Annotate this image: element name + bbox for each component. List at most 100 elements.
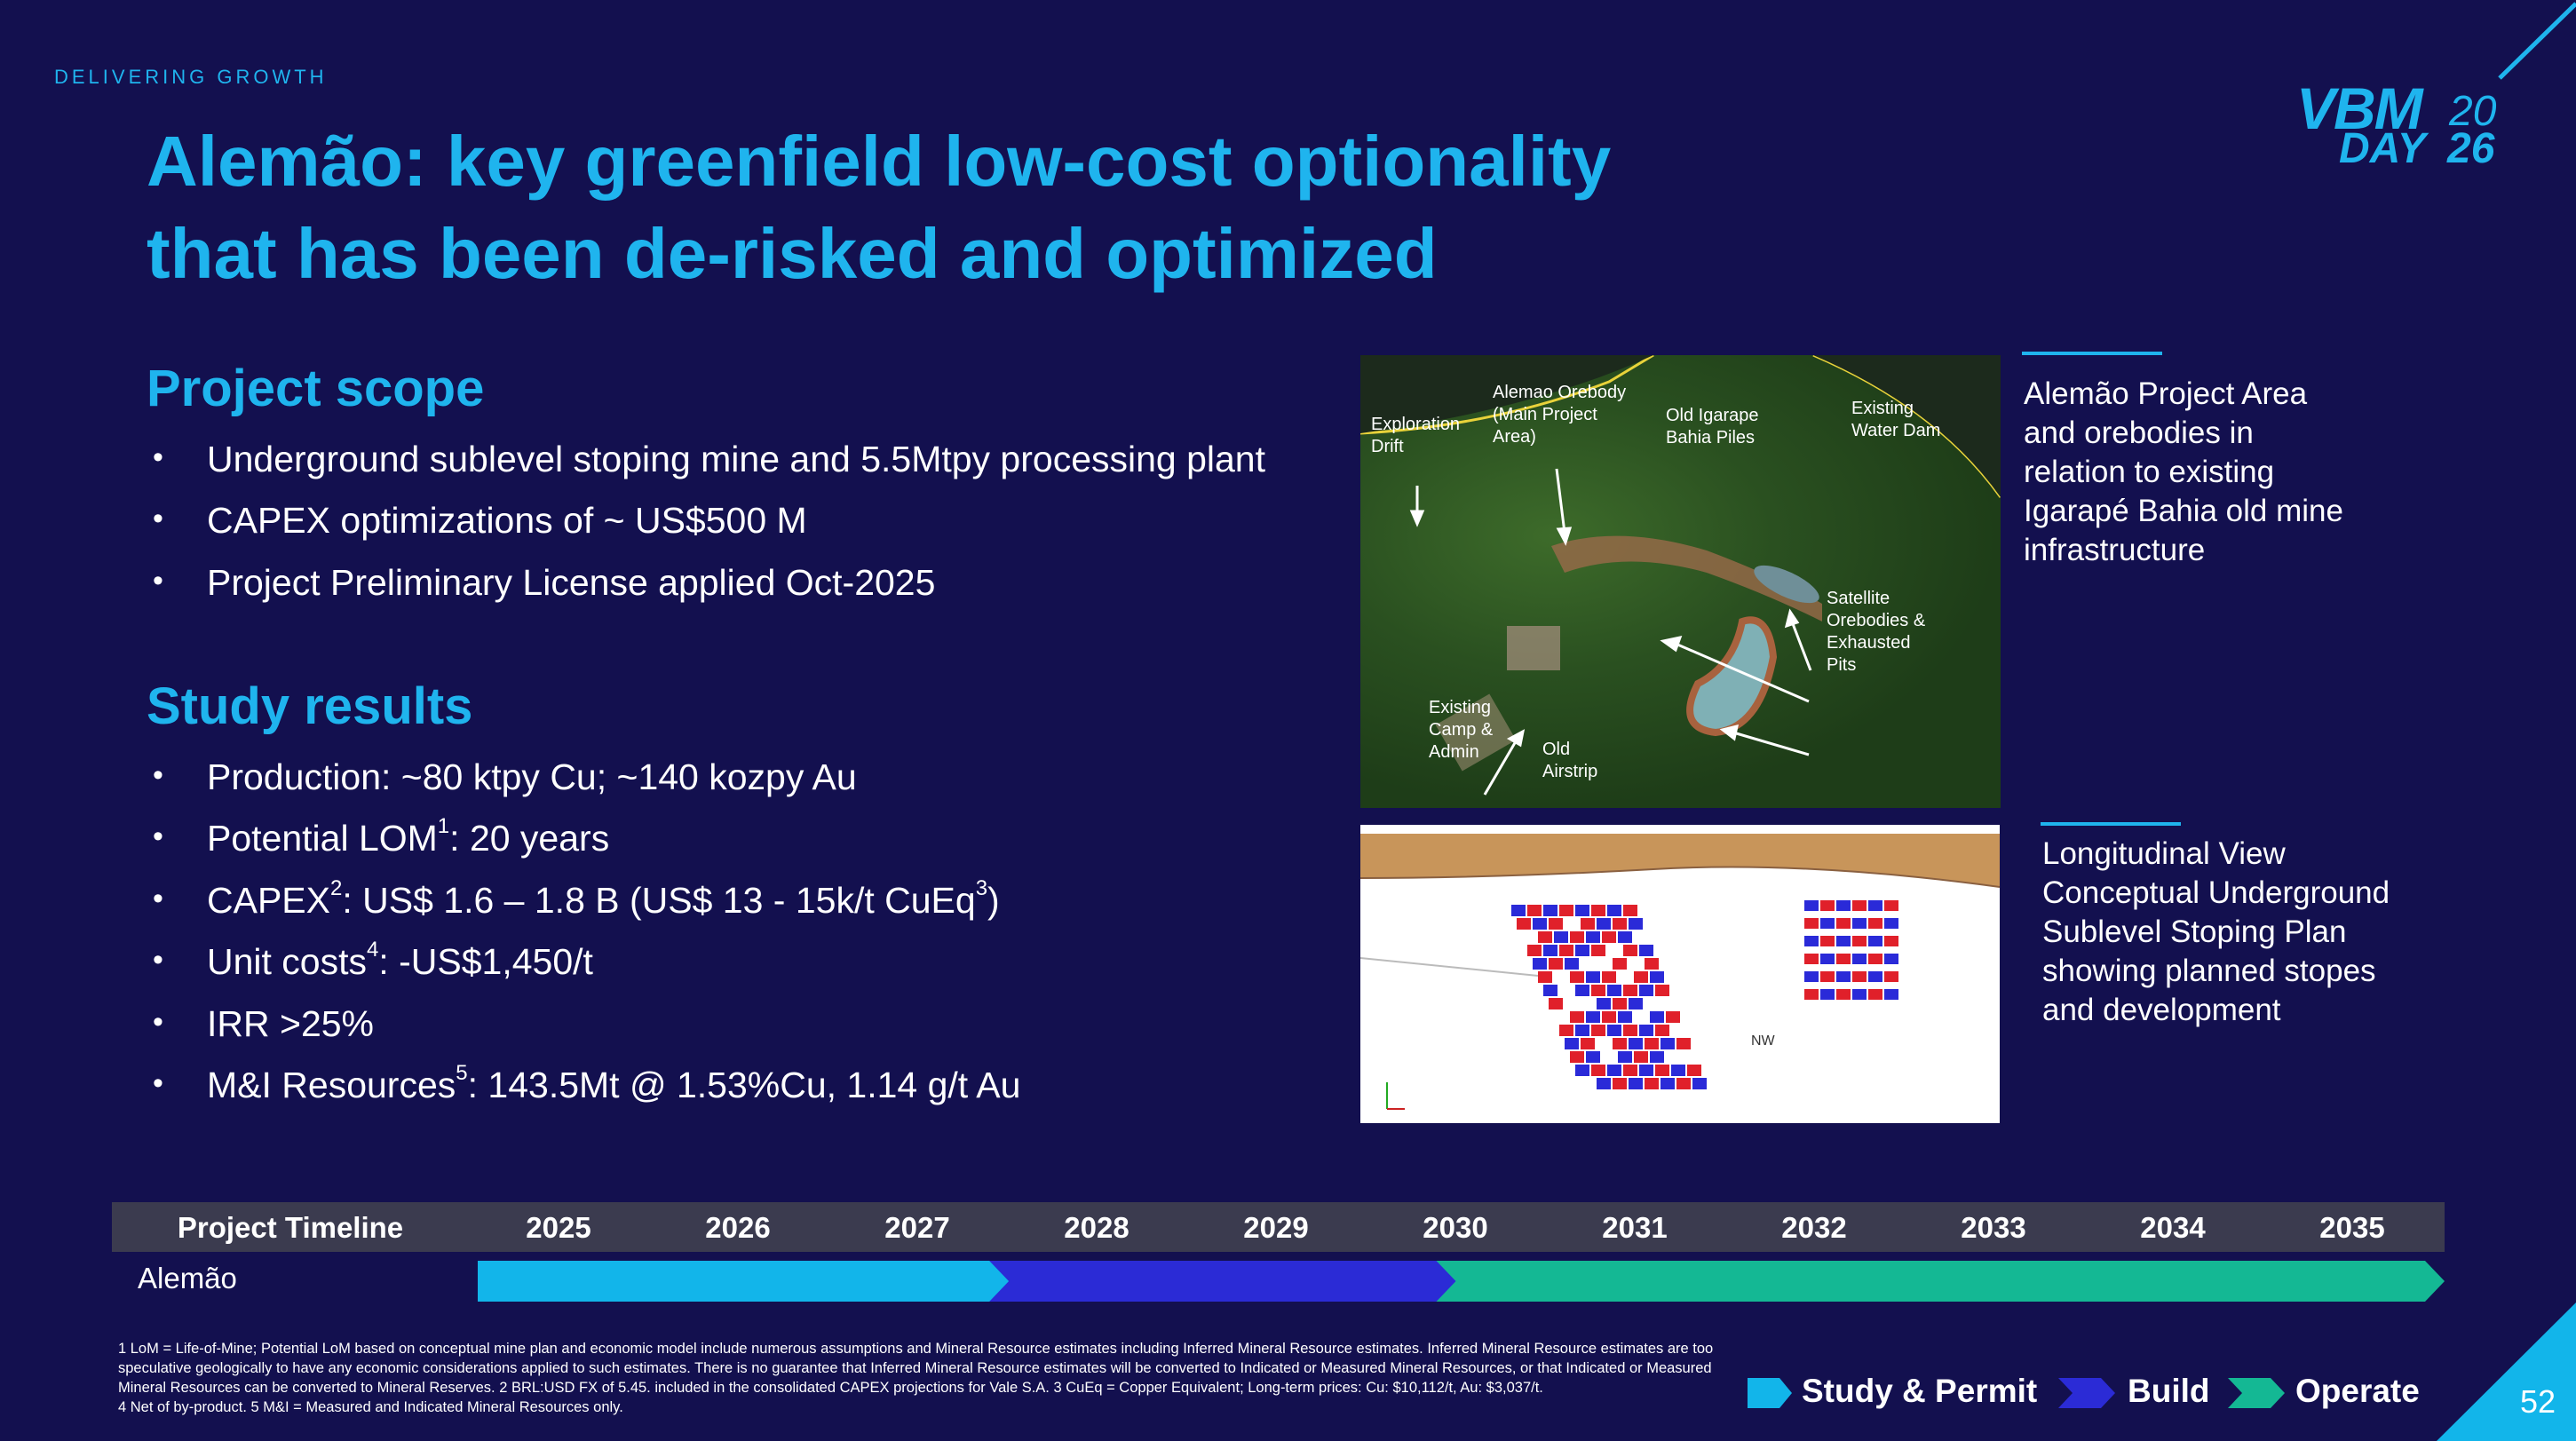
scope-bullet: • Underground sublevel stoping mine and 5…	[207, 439, 1265, 480]
stope	[1570, 1051, 1584, 1063]
timeline-header-label: Project Timeline	[178, 1211, 403, 1245]
map-label: Existing Camp & Admin	[1429, 697, 1493, 764]
phase-bar-operate	[1437, 1261, 2445, 1302]
logo-day: DAY	[2339, 124, 2426, 173]
stope	[1575, 905, 1589, 916]
stope	[1852, 989, 1867, 1000]
stope	[1820, 936, 1835, 946]
logo-year-b: 26	[2447, 124, 2494, 173]
timeline-year: 2028	[1064, 1211, 1129, 1245]
stope	[1607, 905, 1621, 916]
timeline-year: 2032	[1781, 1211, 1846, 1245]
timeline-year: 2027	[884, 1211, 949, 1245]
result-bullet-resources: • M&I Resources5: 143.5Mt @ 1.53%Cu, 1.14…	[207, 1065, 1020, 1106]
stope	[1549, 918, 1563, 930]
stope	[1543, 905, 1557, 916]
stope	[1533, 958, 1547, 970]
stope	[1623, 1025, 1637, 1036]
title-line-1: Alemão: key greenfield low-cost optional…	[147, 115, 1611, 208]
stope	[1639, 945, 1653, 956]
timeline-phase-bars	[0, 1252, 2576, 1305]
stope	[1559, 1025, 1573, 1036]
stope	[1868, 918, 1882, 929]
stope	[1639, 1065, 1653, 1076]
stope	[1820, 918, 1835, 929]
longitudinal-caption: Longitudinal View Conceptual Underground…	[2042, 835, 2433, 1030]
longitudinal-section-image: NW	[1360, 825, 2000, 1123]
map-label: Existing Water Dam	[1851, 398, 1940, 442]
stope	[1597, 1078, 1611, 1089]
stope	[1676, 1038, 1691, 1049]
stope	[1820, 900, 1835, 911]
stope	[1613, 998, 1627, 1009]
stope	[1591, 1065, 1605, 1076]
aerial-project-map: Exploration Drift Alemao Orebody (Main P…	[1360, 355, 2001, 808]
timeline-year: 2031	[1602, 1211, 1667, 1245]
stope	[1820, 989, 1835, 1000]
stope	[1629, 918, 1643, 930]
footnote: 4 Net of by-product. 5 M&I = Measured an…	[118, 1397, 1716, 1417]
stope	[1655, 1065, 1669, 1076]
caption-rule	[2041, 822, 2181, 826]
stoping-plan-drawing: NW	[1360, 825, 2000, 1123]
stope	[1868, 989, 1882, 1000]
stope	[1623, 945, 1637, 956]
page-number: 52	[2520, 1383, 2556, 1421]
stope	[1836, 936, 1851, 946]
result-bullet-irr: • IRR >25%	[207, 1003, 374, 1045]
stope	[1543, 945, 1557, 956]
stope	[1613, 1038, 1627, 1049]
stope	[1852, 936, 1867, 946]
operate-chevron-icon	[2228, 1378, 2285, 1408]
result-bullet-lom: • Potential LOM1: 20 years	[207, 818, 609, 859]
stope	[1645, 1038, 1659, 1049]
stope	[1661, 1078, 1675, 1089]
timeline-header: Project Timeline 2025 2026 2027 2028 2029 203…	[112, 1202, 2445, 1252]
stope	[1687, 1065, 1701, 1076]
stope	[1852, 971, 1867, 982]
stope	[1554, 931, 1568, 943]
stope	[1602, 971, 1616, 983]
stope	[1581, 1038, 1595, 1049]
stope	[1597, 998, 1611, 1009]
stope	[1570, 1011, 1584, 1023]
stope	[1613, 1078, 1627, 1089]
result-bullet-capex: • CAPEX2: US$ 1.6 – 1.8 B (US$ 13 - 15k/t…	[207, 880, 1000, 922]
stope	[1549, 998, 1563, 1009]
stope	[1645, 958, 1659, 970]
stope	[1820, 954, 1835, 964]
map-label: Old Airstrip	[1542, 739, 1597, 783]
stope	[1666, 1011, 1680, 1023]
stope	[1804, 989, 1819, 1000]
stope	[1575, 985, 1589, 996]
stope	[1618, 1011, 1632, 1023]
vbm-day-logo: VBM 20 DAY 26	[2296, 75, 2509, 172]
section-kicker: DELIVERING GROWTH	[54, 66, 328, 89]
stope	[1565, 1038, 1579, 1049]
stope	[1597, 918, 1611, 930]
stope	[1527, 905, 1542, 916]
stope	[1613, 918, 1627, 930]
legend-build: Build	[2128, 1373, 2209, 1410]
page-title: Alemão: key greenfield low-cost optional…	[147, 115, 1611, 300]
title-line-2: that has been de-risked and optimized	[147, 208, 1611, 300]
build-chevron-icon	[2058, 1378, 2115, 1408]
stope	[1586, 971, 1600, 983]
stope	[1884, 971, 1898, 982]
study-results-heading: Study results	[147, 677, 472, 736]
stope	[1868, 971, 1882, 982]
stope	[1650, 1011, 1664, 1023]
stope	[1804, 936, 1819, 946]
stope	[1655, 1025, 1669, 1036]
stope	[1623, 1065, 1637, 1076]
stope	[1884, 900, 1898, 911]
stope	[1645, 1078, 1659, 1089]
stope	[1618, 931, 1632, 943]
stope	[1884, 936, 1898, 946]
footnote: 1 LoM = Life-of-Mine; Potential LoM base…	[118, 1339, 1716, 1397]
stope	[1586, 931, 1600, 943]
compass-label: NW	[1751, 1033, 1776, 1049]
stope	[1676, 1078, 1691, 1089]
stope	[1575, 1065, 1589, 1076]
caption-rule	[2022, 352, 2162, 355]
